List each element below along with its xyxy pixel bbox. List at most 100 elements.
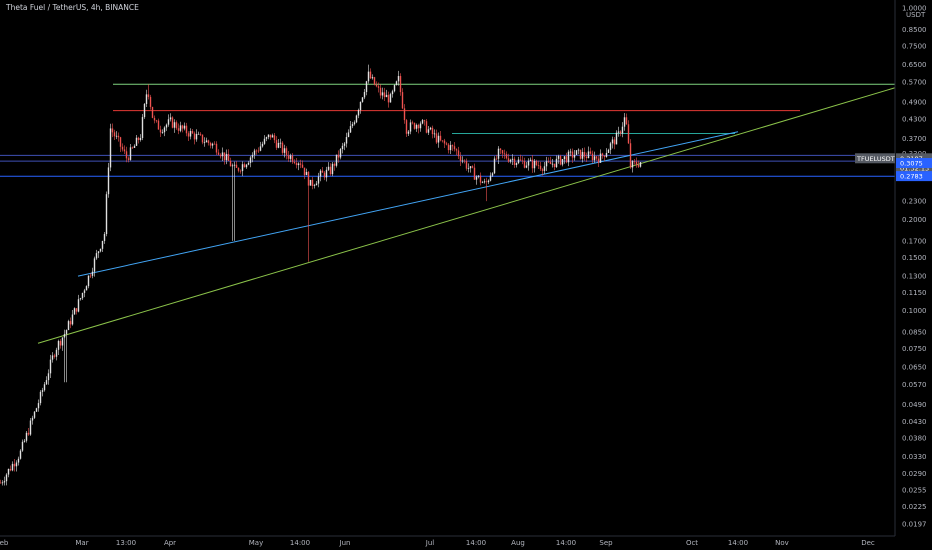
candle-body	[43, 384, 46, 391]
candle-body	[237, 167, 240, 171]
candle-body	[313, 185, 316, 187]
candle-body	[635, 161, 638, 166]
candle-body	[387, 94, 390, 103]
candle-body	[333, 163, 336, 166]
candle-body	[23, 440, 26, 442]
candle-body	[135, 137, 138, 146]
candle-body	[257, 150, 260, 152]
candle-body	[65, 330, 68, 335]
candle-body	[321, 170, 324, 173]
candle-body	[235, 164, 238, 168]
candle-body	[367, 71, 370, 82]
candle-body	[389, 94, 392, 103]
candle-body	[385, 94, 388, 98]
candle-body	[317, 176, 320, 184]
candle-body	[269, 134, 272, 138]
candle-body	[623, 117, 626, 127]
candle-body	[401, 92, 404, 109]
candle-body	[7, 468, 10, 475]
candle-body	[455, 149, 458, 151]
candle-body	[567, 151, 570, 163]
candle-body	[221, 152, 224, 157]
y-tick-label: 0.0570	[902, 381, 927, 389]
candle-body	[67, 321, 70, 331]
candle-body	[283, 148, 286, 153]
x-tick-label: Aug	[511, 539, 525, 547]
candle-body	[83, 290, 86, 293]
candle-body	[383, 92, 386, 98]
candle-body	[59, 341, 62, 346]
candle-body	[435, 133, 438, 143]
candle-body	[263, 138, 266, 144]
candle-body	[593, 156, 596, 161]
candle-body	[105, 194, 108, 235]
candle-body	[107, 167, 110, 195]
trendline[interactable]	[37, 87, 896, 344]
candle-body	[121, 146, 124, 150]
candle-body	[11, 463, 14, 471]
candle-body	[155, 120, 158, 122]
candle-body	[589, 151, 592, 154]
candle-body	[129, 147, 132, 160]
candle-body	[95, 253, 98, 259]
symbol-tag-label: TFUELUSDT	[856, 155, 895, 163]
candle-body	[213, 143, 216, 145]
candle-body	[357, 110, 360, 116]
y-tick-label: 0.1700	[902, 237, 927, 245]
candle-body	[427, 129, 430, 133]
candle-body	[225, 153, 228, 161]
candle-body	[399, 76, 402, 93]
candle-body	[445, 143, 448, 145]
candle-body	[63, 334, 66, 338]
candle-body	[617, 131, 620, 133]
candle-body	[509, 159, 512, 162]
candle-body	[177, 128, 180, 131]
candle-body	[577, 149, 580, 151]
x-tick-label: Mar	[75, 539, 88, 547]
candle-body	[47, 373, 50, 381]
candle-body	[597, 158, 600, 163]
candle-body	[183, 125, 186, 129]
candle-body	[479, 175, 482, 183]
candle-body	[537, 165, 540, 166]
x-tick-label: 14:00	[556, 539, 576, 547]
candle-body	[555, 158, 558, 168]
trendlines[interactable]	[37, 87, 896, 344]
candle-body	[329, 166, 332, 175]
candle-body	[353, 122, 356, 125]
candle-body	[171, 117, 174, 128]
candle-body	[15, 462, 18, 467]
candle-body	[77, 299, 80, 312]
candle-body	[315, 183, 318, 186]
candle-body	[37, 403, 40, 409]
horizontal-levels[interactable]	[0, 83, 895, 177]
candle-body	[529, 159, 532, 161]
candle-body	[631, 161, 634, 168]
candle-body	[561, 159, 564, 165]
candle-body	[1, 482, 4, 484]
x-tick-label: Sep	[599, 539, 613, 547]
candle-body	[99, 248, 102, 252]
candle-body	[203, 142, 206, 144]
x-tick-label: eb	[0, 539, 9, 547]
candle-body	[431, 127, 434, 135]
candle-body	[319, 170, 322, 177]
y-tick-label: 0.5700	[902, 78, 927, 86]
candle-body	[565, 156, 568, 163]
candle-body	[97, 251, 100, 254]
candle-body	[9, 468, 12, 471]
y-tick-label: 0.4300	[902, 115, 927, 123]
trendline[interactable]	[77, 131, 739, 277]
candle-body	[233, 164, 236, 166]
candle-body	[395, 81, 398, 86]
candle-body	[417, 124, 420, 129]
candle-body	[629, 143, 632, 168]
candle-body	[241, 164, 244, 172]
candle-body	[125, 151, 128, 159]
candle-body	[117, 135, 120, 138]
candle-body	[627, 124, 630, 144]
time-axis[interactable]: eb Mar 13:00 Apr May 14:00 Jun Jul 14:00 Aug 14:00…	[0, 535, 895, 547]
